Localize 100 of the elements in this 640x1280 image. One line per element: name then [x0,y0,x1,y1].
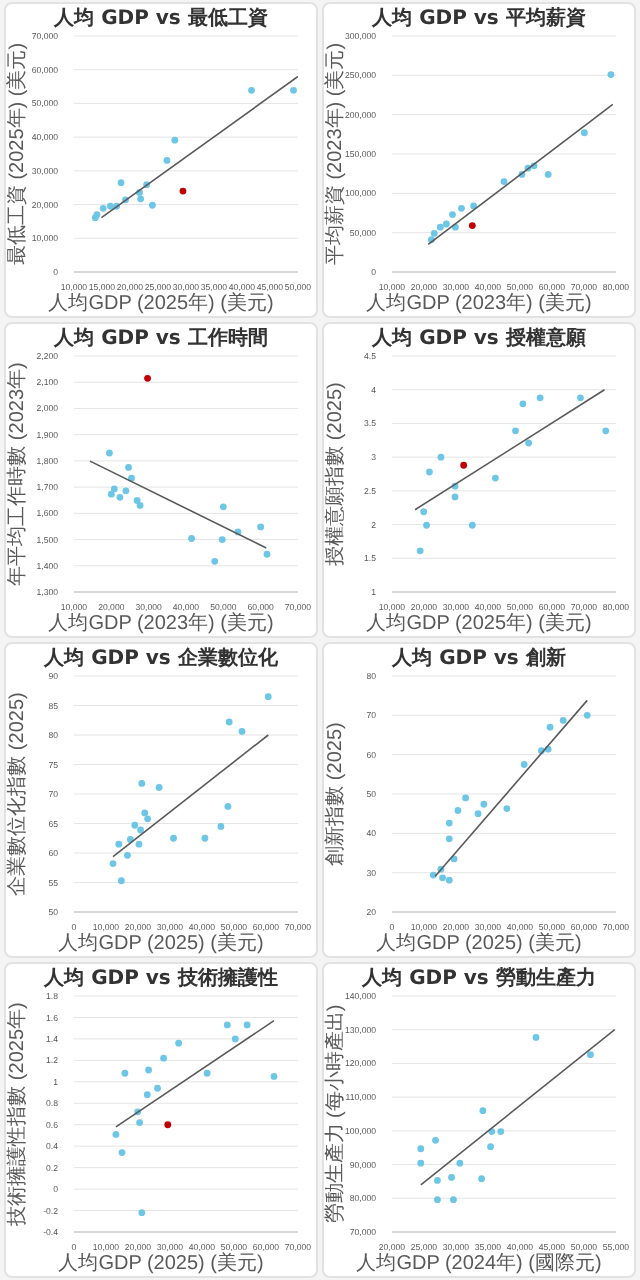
point [170,834,177,842]
point [437,453,445,461]
point [231,1035,239,1043]
point [416,547,424,555]
point [454,807,462,814]
x-axis-title: 人均GDP (2023年) (美元) [48,611,274,635]
chart-title: 人均 GDP vs 勞動生產力 [359,965,598,992]
point [577,394,584,402]
point [587,1051,594,1059]
point [480,800,488,808]
point [122,487,130,495]
point [138,1209,146,1217]
point [434,1177,441,1184]
y-axis-title: 授權意願指數 (2025) [323,382,347,566]
chart-title: 人均 GDP vs 工作時間 [51,325,270,352]
y-axis-title: 技術擁護性指數 (2025年) [5,1002,29,1228]
point [497,1128,505,1135]
point [487,1143,494,1151]
y-axis-title: 平均薪資 (2023年) (美元) [323,42,347,266]
point [448,1173,455,1181]
point [503,805,511,812]
point [118,1149,126,1157]
point [491,474,499,482]
point [430,230,438,237]
point [445,835,453,843]
point [135,840,143,848]
point [124,851,131,859]
point [164,1121,172,1129]
point [137,826,144,834]
point [243,1021,251,1029]
x-axis-title: 人均GDP (2025) (美元) [376,931,582,955]
point [238,728,246,735]
point [443,220,450,228]
point [478,1175,485,1183]
chart-title: 人均 GDP vs 企業數位化 [41,645,280,672]
point [559,717,567,724]
point [263,550,271,558]
point [117,179,125,187]
point [450,1196,457,1204]
point [532,1034,540,1041]
point [144,374,151,382]
point [512,427,519,435]
point [136,1119,143,1126]
point [136,502,144,509]
point [219,503,227,511]
point [417,1145,425,1153]
point [109,860,117,868]
chart-title: 人均 GDP vs 技術擁護性 [41,965,280,992]
point [445,876,453,884]
y-axis-title: 勞動生產力 (每小時產出) [323,1004,347,1224]
point [179,187,187,195]
x-axis-title: 人均GDP (2025年) (美元) [366,611,592,635]
point [218,536,226,543]
point [460,461,468,469]
point [137,195,145,203]
point [143,1091,151,1099]
chart-title: 人均 GDP vs 平均薪資 [369,5,588,32]
point [426,468,433,476]
point [154,1084,161,1092]
point [112,1130,120,1138]
x-axis-title: 人均GDP (2025) (美元) [58,1251,264,1275]
point [115,840,123,848]
point [432,1136,439,1144]
point [155,784,163,791]
point [468,521,476,529]
point [544,171,552,178]
point [420,508,428,516]
chart-title: 人均 GDP vs 授權意願 [369,325,588,352]
y-axis-title: 年平均工作時數 (2023年) [5,362,29,586]
point [434,1196,441,1204]
point [107,202,114,210]
point [131,821,139,829]
point [423,521,430,529]
point [417,1159,425,1167]
point [264,693,272,701]
point [458,204,465,212]
point [270,1073,278,1080]
point [141,809,149,817]
point [188,535,195,542]
point [607,71,615,78]
point [580,129,588,137]
point [125,464,132,471]
x-axis-title: 人均GDP (2024年) (國際元) [356,1251,602,1275]
point [116,493,124,501]
point [110,485,118,493]
point [479,1107,487,1115]
point [451,493,459,501]
point [201,834,209,842]
point [138,779,146,787]
point [449,211,456,218]
point [439,874,446,882]
point [171,136,179,144]
point [290,86,297,94]
point [462,794,469,802]
point [445,819,453,827]
point [456,1159,464,1167]
point [203,1069,211,1077]
point [436,223,444,231]
point [149,201,156,209]
point [107,490,115,498]
